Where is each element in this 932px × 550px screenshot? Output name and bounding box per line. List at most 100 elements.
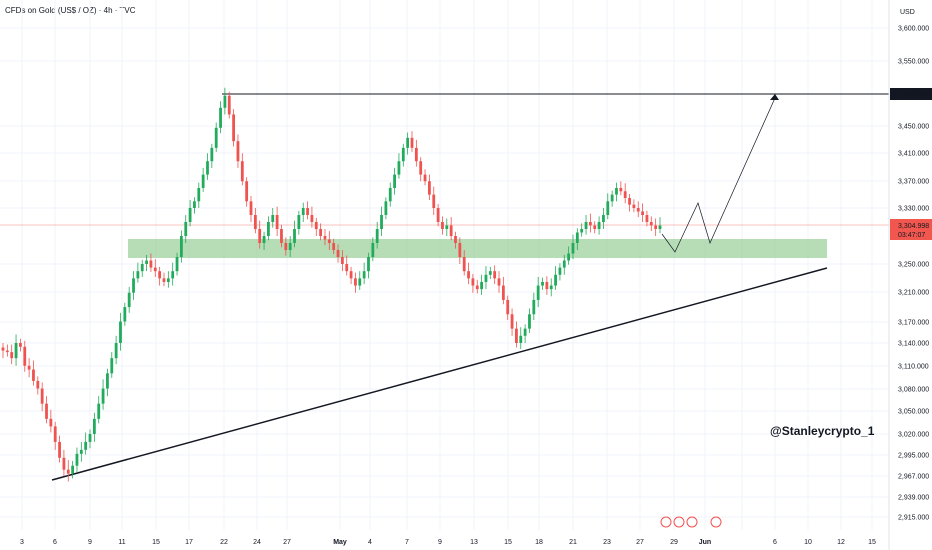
candle-body [97,403,101,419]
candle-body [206,161,209,175]
candle [562,254,566,275]
candle-body [549,285,553,290]
candle [297,210,301,235]
candle-body [149,260,153,268]
candle [358,271,362,290]
candle-body [58,441,61,458]
price-tick-label: 3,600.000 [898,26,929,33]
candle-body [219,107,222,128]
candle [36,376,40,395]
candle-body [610,194,614,202]
candle-body [175,257,179,272]
candle-body [432,194,436,208]
candle [484,266,488,290]
candle [166,271,170,288]
event-marker-icon[interactable] [660,516,672,528]
candle [501,276,505,305]
candle-body [480,281,484,290]
time-tick-label: 11 [118,539,125,546]
candle-body [558,267,562,275]
candle [171,262,175,286]
price-tick-label: 3,050.000 [898,409,929,416]
candle [40,382,44,412]
candle-body [14,343,18,359]
candle-body [36,380,40,389]
candle-body [580,229,584,233]
author-watermark: @Stanleycrypto_1 [770,424,875,438]
price-tick-label: 3,170.000 [898,320,929,327]
candle [467,262,470,285]
candle-body [475,285,479,290]
candle [327,231,331,250]
candle [380,206,383,236]
candle-body [327,239,331,243]
candle [53,421,57,450]
candle-body [380,215,383,229]
candle-body [280,229,283,243]
event-markers [660,516,722,528]
candle-body [367,257,370,272]
candle-body [1,347,5,351]
candle [10,344,14,365]
candle-body [454,236,457,243]
candle-body [358,278,362,286]
candle-body [606,201,610,215]
time-tick-label: 27 [636,539,644,546]
candle [284,237,288,256]
candle-body [388,187,392,202]
event-marker-icon[interactable] [710,516,722,528]
candle [506,295,510,321]
event-marker-icon[interactable] [673,516,685,528]
candle-body [153,267,157,272]
candle [45,396,48,424]
candle [602,208,605,229]
candle [619,181,623,196]
candle [288,236,292,257]
candle-body [519,335,523,343]
time-tick-label: 27 [283,539,291,546]
candle-body [214,127,218,148]
price-tick-label: 3,080.000 [898,387,929,394]
candle-body [636,208,640,212]
candle [14,334,18,366]
candle-body [32,369,35,381]
price-tick-label: 3,210.000 [898,290,929,297]
candle [427,174,431,200]
time-tick-label: 23 [603,539,611,546]
candle [615,182,618,202]
candle [414,139,418,167]
candle [219,101,222,134]
candle-body [397,161,401,175]
candle-body [541,281,544,286]
candle [336,244,340,263]
time-tick-label: 18 [535,539,543,546]
candle [384,197,388,220]
candle [493,265,497,285]
candle-body [336,250,340,257]
candle [641,203,644,222]
candle-body [19,343,22,347]
candle [145,254,148,272]
candle-body [132,278,135,293]
time-tick-label: 7 [405,539,409,546]
candle-body [53,426,57,442]
event-marker-icon[interactable] [686,516,698,528]
time-tick-label: May [333,539,347,546]
candle [140,259,144,277]
candle [528,308,531,333]
candle-body [441,222,444,229]
candle [406,132,410,155]
candle-body [575,232,579,243]
candle-body [423,174,427,182]
candle [332,238,336,255]
candle [497,271,501,293]
candle-body [245,181,249,202]
candle [454,231,457,249]
candle-body [179,236,183,257]
candle [319,223,323,241]
projection-path [661,97,776,253]
chart-title: CFDs on Gold (US$ / OZ) · 4h · TVC [5,6,136,15]
candle-body [658,225,662,229]
candle-body [436,208,440,222]
